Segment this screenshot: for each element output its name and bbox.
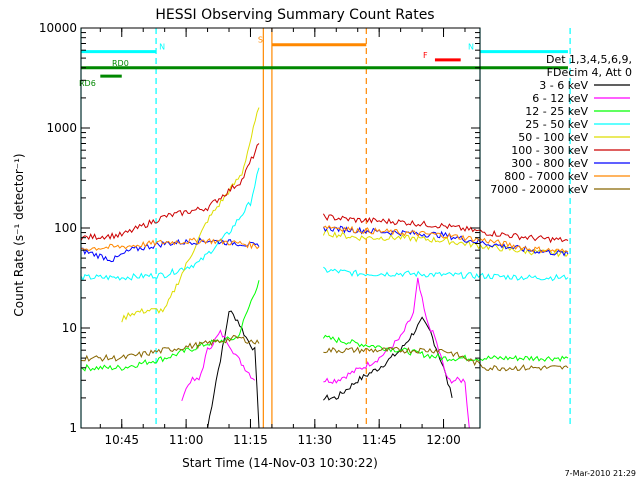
series-line-2-0 xyxy=(80,280,260,372)
series-line-7-1 xyxy=(323,224,569,254)
series-line-0-0 xyxy=(207,310,260,429)
series-line-1-1 xyxy=(323,277,470,429)
y-tick-label-0: 1 xyxy=(69,421,77,435)
plot-frame xyxy=(80,27,481,429)
series-line-6-0 xyxy=(80,237,260,263)
y-tick-label-1: 10 xyxy=(62,321,77,335)
legend-entry-5: 100 - 300 keV xyxy=(511,144,588,157)
y-tick-label-3: 1000 xyxy=(46,121,77,135)
series-line-2-1 xyxy=(322,334,569,363)
series-line-1-0 xyxy=(181,329,256,402)
series-line-8-0 xyxy=(80,334,260,362)
x-tick-label-4: 11:45 xyxy=(362,433,397,447)
flag-label-3: F xyxy=(423,51,428,60)
legend-header-1: FDecim 4, Att 0 xyxy=(547,66,632,79)
x-tick-label-2: 11:15 xyxy=(233,433,268,447)
legend-entry-4: 50 - 100 keV xyxy=(518,131,588,144)
y-tick-label-2: 100 xyxy=(54,221,77,235)
x-axis-label: Start Time (14-Nov-03 10:30:22) xyxy=(182,456,378,470)
series-line-0-1 xyxy=(323,316,453,401)
legend-entry-6: 300 - 800 keV xyxy=(511,157,588,170)
flag-label-1: N xyxy=(468,43,474,52)
series-line-3-0 xyxy=(80,167,260,282)
x-tick-label-5: 12:00 xyxy=(426,433,461,447)
flag-label-2: S xyxy=(258,36,263,45)
flag-label-5: RD6 xyxy=(79,79,96,88)
y-axis-label: Count Rate (s⁻¹ detector⁻¹) xyxy=(12,153,26,316)
x-tick-label-0: 10:45 xyxy=(104,433,139,447)
legend-entry-0: 3 - 6 keV xyxy=(539,79,588,92)
legend-entry-2: 12 - 25 keV xyxy=(525,105,588,118)
legend-header-0: Det 1,3,4,5,6,9, xyxy=(546,53,632,66)
series-line-8-1 xyxy=(323,346,569,372)
series-line-5-1 xyxy=(322,213,569,244)
legend-entry-7: 800 - 7000 keV xyxy=(504,170,588,183)
x-tick-label-3: 11:30 xyxy=(298,433,333,447)
series-line-3-1 xyxy=(323,266,569,282)
legend-entry-3: 25 - 50 keV xyxy=(525,118,588,131)
x-tick-label-1: 11:00 xyxy=(169,433,204,447)
series-line-7-0 xyxy=(80,237,260,252)
legend-entry-1: 6 - 12 keV xyxy=(532,92,588,105)
y-tick-label-4: 10000 xyxy=(39,21,77,35)
chart-title: HESSI Observing Summary Count Rates xyxy=(155,7,434,23)
flag-label-0: N xyxy=(159,43,165,52)
series-line-4-0 xyxy=(121,107,260,323)
footer-timestamp: 7-Mar-2010 21:29 xyxy=(565,469,636,478)
series-line-5-0 xyxy=(80,143,260,241)
flag-label-4: RD0 xyxy=(112,59,129,68)
legend-entry-8: 7000 - 20000 keV xyxy=(490,183,588,196)
